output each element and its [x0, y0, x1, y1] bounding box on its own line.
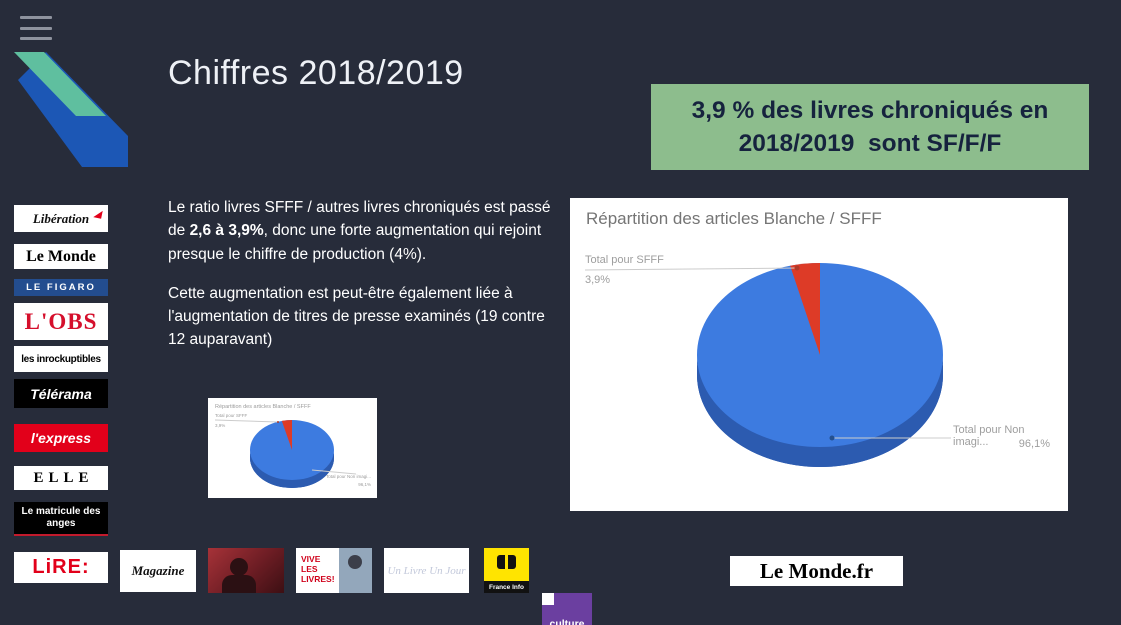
menu-hamburger-icon[interactable] — [20, 16, 52, 40]
logo-lire-magazine: Magazine — [120, 550, 196, 592]
logo-lobs: L'OBS — [14, 303, 108, 340]
chart-label-nonimag: Total pour Non imagi... — [953, 424, 1025, 448]
logo-vive-les-livres-label: VIVE LES LIVRES! — [301, 554, 335, 585]
logo-vive-les-livres: VIVE LES LIVRES! — [296, 548, 372, 593]
logo-un-livre-un-jour: Un Livre Un Jour — [384, 548, 469, 593]
logo-france-info-label: France Info — [484, 581, 529, 593]
logo-un-livre-un-jour-label: Un Livre Un Jour — [387, 564, 466, 577]
logo-elle: ELLE — [14, 466, 108, 490]
mini-chart-panel: Répartition des articles Blanche / SFFF … — [208, 398, 377, 498]
mini-label-sfff: Total pour SFFF — [215, 413, 248, 418]
logo-lexpress: l'express — [14, 424, 108, 452]
logo-lobs-label: L'OBS — [24, 308, 98, 334]
logo-france-culture-label: culture — [549, 618, 585, 625]
hamburger-bar — [20, 37, 52, 40]
p1-bold: 2,6 à 3,9% — [189, 222, 264, 240]
logo-lire: LiRE: — [14, 552, 108, 583]
logo-france-info: France Info — [484, 548, 529, 593]
mini-chart-title: Répartition des articles Blanche / SFFF — [215, 404, 311, 410]
mini-pie — [250, 420, 334, 488]
page-title: Chiffres 2018/2019 — [168, 54, 464, 92]
france-culture-corner — [542, 593, 554, 605]
highlight-line-2: 2018/2019 sont SF/F/F — [738, 130, 1002, 157]
logo-le-monde-label: Le Monde — [26, 247, 96, 265]
logo-lire-magazine-label: Magazine — [131, 563, 185, 578]
logo-matricule-label: Le matricule des anges — [21, 505, 101, 530]
chart-annotations — [584, 265, 951, 441]
mini-value-nonimag: 96,1% — [358, 482, 371, 487]
vive-les-livres-photo — [338, 548, 372, 593]
logo-lire-label: LiRE: — [32, 556, 90, 578]
paragraph-augmentation: Cette augmentation est peut-être égaleme… — [168, 284, 545, 349]
logo-telerama: Télérama — [14, 379, 108, 408]
logo-telerama-label: Télérama — [30, 385, 92, 402]
hamburger-bar — [20, 16, 52, 19]
body-text: Le ratio livres SFFF / autres livres chr… — [168, 196, 566, 352]
logo-liberation-label: Libération — [32, 210, 90, 226]
chart-title: Répartition des articles Blanche / SFFF — [586, 209, 882, 228]
mini-chart-annotations — [214, 419, 357, 475]
logo-le-monde: Le Monde — [14, 244, 108, 269]
p1-pre: Le ratio livres SFFF / autres livres chr… — [168, 199, 551, 240]
logo-les-inrockuptibles-label: les inrockuptibles — [21, 353, 101, 365]
mini-value-sfff: 3,9% — [215, 423, 225, 428]
logo-lexpress-label: l'express — [30, 430, 92, 446]
chart-label-sfff: Total pour SFFF — [585, 254, 664, 266]
tv-show-photo-torso — [222, 575, 256, 593]
corner-decoration — [14, 52, 128, 167]
logo-matricule-des-anges: Le matricule des anges — [14, 502, 108, 536]
chart-value-sfff: 3,9% — [585, 274, 611, 286]
logo-les-inrockuptibles: les inrockuptibles — [14, 346, 108, 372]
mini-pie-chart: Répartition des articles Blanche / SFFF … — [214, 404, 371, 488]
highlight-line-1: 3,9 % des livres chroniqués en — [691, 96, 1049, 124]
hamburger-bar — [20, 26, 52, 30]
mini-label-nonimag: Total pour Non imagi... — [326, 474, 371, 479]
vive-les-livres-photo-head — [347, 555, 362, 569]
logo-elle-label: ELLE — [33, 469, 94, 486]
logo-liberation: Libération — [14, 205, 108, 232]
logo-tv-show — [208, 548, 284, 593]
pie — [697, 263, 943, 467]
logo-le-figaro: LE FIGARO — [14, 279, 108, 296]
paragraph-ratio: Le ratio livres SFFF / autres livres chr… — [168, 196, 566, 266]
chart-panel: Répartition des articles Blanche / SFFF … — [570, 198, 1068, 511]
p1-post: , donc une forte augmentation qui rejoin… — [168, 222, 542, 263]
pie-chart — [584, 263, 951, 467]
corner-decoration-teal — [14, 52, 106, 116]
france-info-icon — [497, 555, 516, 569]
logo-lemonde-fr: Le Monde.fr — [730, 556, 903, 586]
liberation-red-mark-icon — [93, 209, 103, 219]
logo-le-figaro-label: LE FIGARO — [26, 282, 96, 293]
chart-value-nonimag: 96,1% — [1018, 438, 1050, 450]
logo-lemonde-fr-label: Le Monde.fr — [759, 558, 874, 583]
logo-france-culture: culture — [542, 593, 592, 625]
highlight-box: 3,9 % des livres chroniqués en 2018/2019… — [651, 84, 1089, 170]
tv-show-photo-head — [230, 558, 248, 576]
